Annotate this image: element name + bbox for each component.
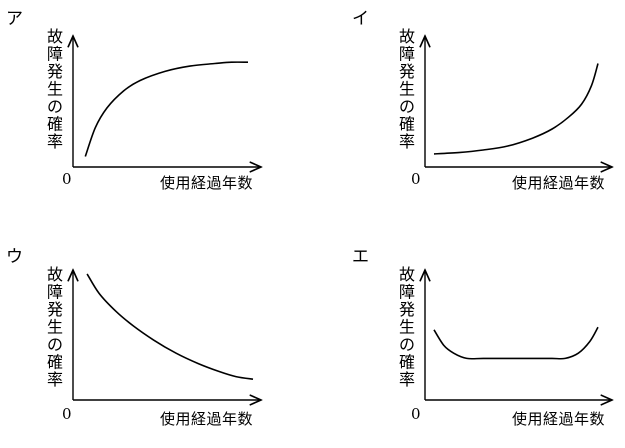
y-axis-label-char: 生 [399, 80, 415, 99]
y-axis-label-char: の [47, 335, 63, 354]
origin-label: 0 [411, 170, 421, 188]
x-axis-label: 使用経過年数 [160, 410, 253, 428]
x-axis-label: 使用経過年数 [512, 174, 605, 192]
y-axis-label-char: 障 [399, 45, 415, 64]
y-axis-label-char: 障 [47, 283, 63, 302]
y-axis-label-char: の [399, 335, 415, 354]
panel-label: イ [352, 9, 369, 29]
y-axis-label-char: の [399, 97, 415, 116]
y-axis-label-char: 生 [47, 80, 63, 99]
y-axis-label-char: 発 [399, 62, 415, 81]
x-axis-label: 使用経過年数 [160, 174, 253, 192]
y-axis-label-char: 故 [399, 265, 415, 284]
y-axis-label-char: 確 [399, 115, 415, 134]
y-axis-label-char: 率 [399, 370, 415, 389]
y-axis-label-char: 発 [399, 300, 415, 319]
y-axis-label-char: 故 [47, 27, 63, 46]
series-line [86, 273, 254, 380]
y-axis-label-char: 生 [47, 318, 63, 337]
y-axis-label-char: 率 [399, 132, 415, 151]
origin-label: 0 [62, 405, 72, 423]
series-line [433, 326, 599, 360]
y-axis-label-char: 発 [47, 62, 63, 81]
y-axis-label-char: 率 [47, 132, 63, 151]
series-line [433, 63, 599, 155]
y-axis-label-char: 確 [399, 353, 415, 372]
x-axis-label: 使用経過年数 [512, 410, 605, 428]
panel-label: ア [6, 9, 23, 29]
y-axis-label-char: 確 [47, 353, 63, 372]
series-line [84, 61, 249, 157]
origin-label: 0 [62, 170, 72, 188]
panel-label: ウ [6, 247, 23, 267]
y-axis-label-char: 生 [399, 318, 415, 337]
y-axis-label-char: 確 [47, 115, 63, 134]
y-axis-label-char: の [47, 97, 63, 116]
origin-label: 0 [411, 405, 421, 423]
y-axis-label-char: 発 [47, 300, 63, 319]
panel-label: エ [352, 247, 369, 267]
y-axis-label-char: 故 [399, 27, 415, 46]
y-axis-label-char: 故 [47, 265, 63, 284]
y-axis-label-char: 障 [399, 283, 415, 302]
y-axis-label-char: 障 [47, 45, 63, 64]
y-axis-label-char: 率 [47, 370, 63, 389]
